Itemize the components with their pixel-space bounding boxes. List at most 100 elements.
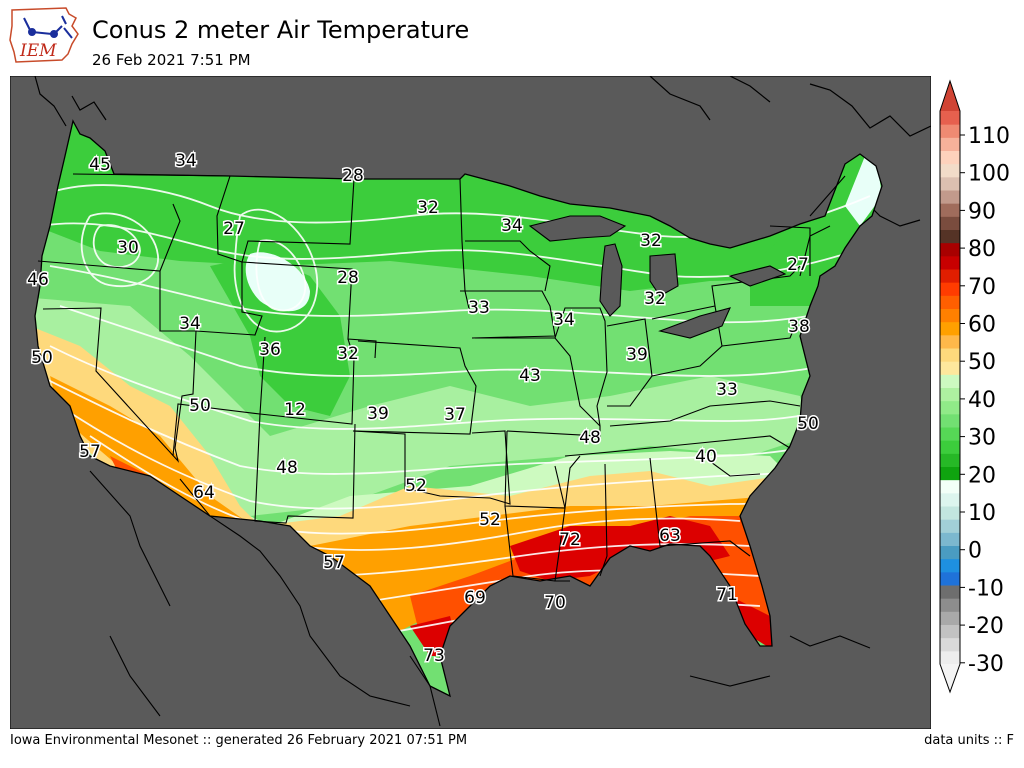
colorbar-tick-label: 30 [968, 426, 996, 451]
station-label-southern-nevada: 50 [189, 396, 211, 416]
colorbar-band [940, 348, 960, 362]
iem-logo: IEM [9, 7, 79, 63]
colorbar-tick-label: 70 [968, 275, 996, 300]
colorbar-tick-label: 110 [968, 124, 1010, 149]
colorbar-band [940, 440, 960, 454]
station-label-vermont: 27 [787, 255, 809, 275]
colorbar-band [940, 361, 960, 375]
station-label-florida: 71 [716, 585, 738, 605]
colorbar-band [940, 321, 960, 336]
colorbar-tick-label: 10 [968, 501, 996, 526]
station-label-northeast-texas: 52 [479, 510, 501, 530]
station-label-arizona: 64 [193, 483, 215, 503]
station-label-minnesota: 34 [501, 216, 523, 236]
colorbar-over-arrow [940, 81, 960, 111]
station-label-west-virginia: 33 [716, 380, 738, 400]
great-lakes [528, 215, 787, 339]
colorbar-band [940, 427, 960, 441]
colorbar-band [940, 453, 960, 467]
colorbar-outline [939, 79, 961, 694]
colorbar-band [940, 532, 960, 546]
colorbar-band [940, 150, 960, 165]
colorbar-band [940, 637, 960, 652]
colorbar-band [940, 176, 960, 191]
colorbar-tick-label: 40 [968, 388, 996, 413]
station-label-eastern-oregon: 30 [117, 238, 139, 258]
station-label-mississippi: 72 [559, 530, 581, 550]
station-label-northern-montana: 28 [342, 166, 364, 186]
page-title: Conus 2 meter Air Temperature [92, 16, 470, 44]
station-label-lower-michigan: 32 [644, 289, 666, 309]
station-label-virginia-coast: 50 [797, 414, 819, 434]
colorbar-band [940, 111, 960, 125]
colorbar-band [940, 506, 960, 520]
colorbar-tick-label: 90 [968, 199, 996, 224]
canada-coastline [34, 76, 931, 227]
page-subtitle: 26 Feb 2021 7:51 PM [92, 51, 251, 69]
colorbar-bands [939, 79, 961, 694]
colorbar-band [940, 571, 960, 586]
colorbar-band [940, 295, 960, 309]
colorbar-band [940, 163, 960, 178]
colorbar-band [940, 190, 960, 204]
colorbar-band [940, 466, 960, 481]
footer-units-text: data units :: F [924, 733, 1014, 748]
colorbar-tick-label: -30 [968, 652, 1004, 677]
station-labels: 45 34 28 27 32 34 32 27 30 46 28 34 33 34 32 38 50 36 32 39… [26, 150, 821, 668]
colorbar-tick-label: 80 [968, 237, 996, 262]
station-label-iowa: 34 [553, 310, 575, 330]
colorbar-band [940, 492, 960, 507]
station-label-southern-california: 57 [79, 442, 101, 462]
colorbar-tick-label: -20 [968, 614, 1004, 639]
station-label-kentucky: 48 [579, 428, 601, 448]
station-label-louisiana: 70 [544, 593, 566, 613]
station-label-south-texas: 73 [423, 646, 445, 666]
colorbar-tick-label: 50 [968, 350, 996, 375]
station-label-nebraska: 33 [468, 298, 490, 318]
colorbar-tick-label: 60 [968, 313, 996, 338]
station-label-southeast-texas: 69 [464, 588, 486, 608]
colorbar-tick-label: 20 [968, 463, 996, 488]
colorbar-band [940, 203, 960, 217]
colorbar-tick-label: -10 [968, 576, 1004, 601]
colorbar-under-arrow [940, 664, 960, 692]
station-label-missouri: 43 [519, 366, 541, 386]
station-label-west-texas: 57 [323, 553, 345, 573]
station-label-western-montana: 27 [223, 219, 245, 239]
station-label-northern-california: 50 [31, 348, 53, 368]
colorbar-band [940, 611, 960, 625]
station-label-northern-colorado: 32 [337, 344, 359, 364]
colorbar-band [940, 334, 960, 349]
colorbar-tick-label: 0 [968, 539, 982, 564]
station-label-north-carolina: 40 [695, 447, 717, 467]
colorbar-band [940, 308, 960, 323]
colorbar-band [940, 400, 960, 415]
colorbar-band [940, 519, 960, 533]
station-label-western-washington: 45 [89, 155, 111, 175]
colorbar-band [940, 650, 960, 665]
station-label-texas-panhandle: 52 [405, 476, 427, 496]
colorbar-band [940, 545, 960, 560]
colorbar-band [940, 598, 960, 612]
mexico-borders [89, 470, 871, 727]
station-label-upper-michigan: 32 [640, 231, 662, 251]
temperature-map: 45 34 28 27 32 34 32 27 30 46 28 34 33 34 32 38 50 36 32 39… [10, 76, 931, 729]
colorbar-band [940, 374, 960, 388]
colorbar-band [940, 282, 960, 296]
station-label-eastern-wyoming: 28 [337, 268, 359, 288]
colorbar-tick-label: 100 [968, 162, 1010, 187]
station-label-georgia: 63 [659, 526, 681, 546]
station-label-southern-idaho: 34 [179, 314, 201, 334]
conus-coastline [34, 119, 883, 698]
station-label-northern-idaho: 34 [175, 151, 197, 171]
station-label-new-mexico: 48 [276, 458, 298, 478]
station-label-utah: 36 [259, 340, 281, 360]
colorbar-band [940, 413, 960, 428]
colorbar-band [940, 124, 960, 138]
colorbar-band [940, 242, 960, 257]
field-snow-maine [845, 156, 882, 226]
footer-generated-text: Iowa Environmental Mesonet :: generated … [10, 733, 468, 748]
colorbar-band [940, 137, 960, 151]
